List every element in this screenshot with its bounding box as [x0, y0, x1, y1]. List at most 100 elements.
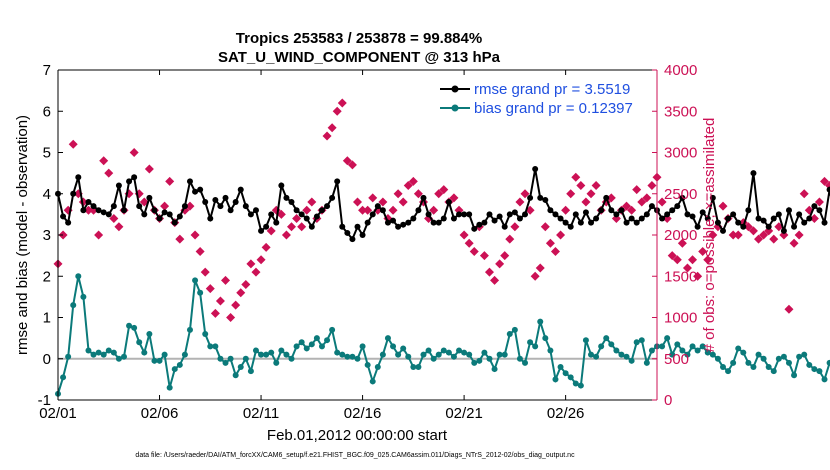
- bias-point: [131, 324, 138, 331]
- bias-point: [694, 347, 701, 354]
- rmse-point: [400, 221, 407, 228]
- rmse-point: [699, 209, 706, 216]
- obs-count-point: [195, 247, 205, 256]
- rmse-point: [384, 219, 391, 226]
- rmse-point: [674, 203, 681, 210]
- x-axis-label: Feb.01,2012 00:00:00 start: [267, 427, 448, 444]
- bias-point: [349, 353, 356, 360]
- rmse-point: [359, 232, 366, 238]
- rmse-point: [166, 211, 173, 218]
- rmse-point: [298, 211, 305, 218]
- rmse-point: [628, 215, 635, 222]
- bias-point: [430, 355, 437, 362]
- rmse-point: [648, 203, 655, 210]
- bias-point: [491, 366, 498, 373]
- rmse-point: [796, 211, 803, 218]
- obs-count-point: [109, 214, 119, 223]
- obs-count-point: [129, 148, 139, 157]
- rmse-point: [303, 215, 310, 222]
- rmse-point: [719, 227, 726, 234]
- bias-point: [796, 353, 803, 360]
- bias-point: [633, 339, 640, 346]
- rmse-point: [547, 207, 554, 214]
- obs-count-point: [236, 288, 246, 298]
- rmse-point: [115, 182, 122, 189]
- bias-point: [516, 355, 523, 362]
- rmse-point: [780, 227, 787, 234]
- rmse-point: [735, 219, 742, 226]
- x-tick-label: 02/11: [243, 405, 279, 422]
- rmse-point: [227, 207, 234, 214]
- bias-point: [171, 366, 178, 373]
- obs-count-point: [809, 214, 819, 223]
- obs-count-point: [322, 131, 332, 141]
- rmse-point: [806, 215, 813, 222]
- rmse-point: [415, 207, 422, 214]
- y-right-tick-label: 0: [664, 392, 672, 409]
- rmse-point: [339, 223, 346, 230]
- obs-count-point: [759, 230, 769, 240]
- obs-count-point: [479, 251, 489, 261]
- bias-point: [364, 361, 371, 368]
- obs-count-point: [256, 255, 266, 265]
- obs-count-point: [332, 106, 342, 116]
- bias-point: [415, 364, 422, 370]
- obs-count-point: [703, 255, 713, 265]
- rmse-point: [567, 223, 574, 230]
- rmse-point: [329, 194, 336, 201]
- bias-point: [537, 318, 544, 325]
- obs-count-point: [500, 251, 510, 261]
- obs-count-point: [408, 176, 418, 186]
- bias-point: [557, 364, 564, 370]
- data-file-footer: data file: /Users/raeder/DAI/ATM_forcXX/…: [135, 452, 575, 459]
- obs-count-point: [368, 193, 378, 203]
- obs-count-point: [520, 189, 530, 199]
- rmse-point: [765, 223, 772, 230]
- obs-count-point: [281, 230, 291, 240]
- rmse-point: [572, 211, 579, 218]
- bias-point: [374, 364, 381, 370]
- rmse-point: [537, 194, 544, 201]
- bias-point: [770, 368, 777, 375]
- obs-count-point: [83, 205, 93, 215]
- bias-point: [486, 355, 493, 362]
- rmse-point: [689, 213, 696, 220]
- bias-point: [151, 357, 158, 364]
- rmse-point: [308, 223, 315, 230]
- bias-point: [120, 353, 127, 360]
- bias-point: [765, 364, 772, 370]
- rmse-point: [202, 199, 209, 205]
- obs-count-point: [165, 176, 175, 186]
- obs-count-point: [276, 209, 286, 219]
- obs-count-point: [708, 230, 718, 240]
- rmse-point: [557, 215, 564, 222]
- obs-count-point: [205, 284, 215, 294]
- rmse-point: [263, 223, 270, 230]
- obs-count-point: [672, 255, 682, 265]
- bias-point: [811, 366, 818, 373]
- obs-count-point: [545, 238, 555, 248]
- y-left-tick-label: 0: [43, 351, 51, 368]
- rmse-point: [70, 190, 77, 197]
- rmse-point: [212, 196, 219, 203]
- bias-point: [522, 359, 529, 366]
- rmse-point: [354, 223, 361, 230]
- rmse-point: [643, 211, 650, 218]
- bias-point: [202, 331, 209, 337]
- rmse-point: [821, 219, 828, 226]
- bias-point: [166, 384, 173, 391]
- rmse-point: [344, 229, 351, 236]
- rmse-point: [745, 207, 752, 214]
- obs-count-point: [469, 247, 479, 256]
- y-right-tick-label: 2500: [664, 186, 697, 203]
- rmse-point: [374, 203, 381, 210]
- obs-count-point: [718, 201, 728, 211]
- x-tick-label: 02/26: [547, 405, 585, 422]
- rmse-point: [217, 203, 224, 210]
- obs-count-point: [358, 205, 368, 215]
- rmse-point: [207, 215, 214, 222]
- rmse-point: [369, 211, 376, 218]
- bias-point: [638, 337, 645, 344]
- bias-point: [207, 343, 214, 350]
- bias-point: [359, 343, 366, 350]
